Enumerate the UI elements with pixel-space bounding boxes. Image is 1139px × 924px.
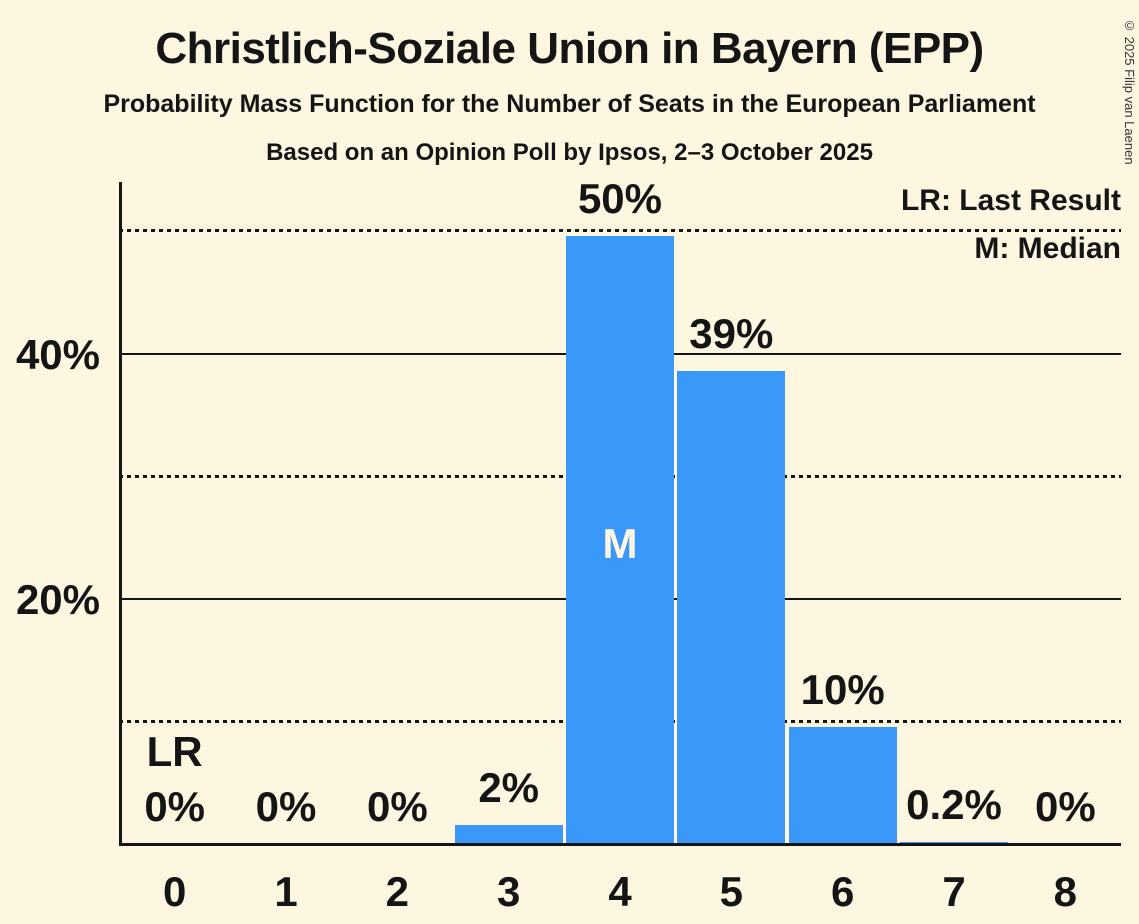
bar-value-label-seat-8: 0% — [1034, 783, 1096, 830]
bar-value-label-seat-1: 0% — [255, 783, 317, 830]
x-axis-line — [119, 843, 1121, 846]
plot-area: 0% LR 0% 0% 2% 50% M 39% 10% 0.2% 0% — [119, 175, 1121, 846]
poll-info: Based on an Opinion Poll by Ipsos, 2–3 O… — [266, 139, 873, 166]
median-marker: M — [602, 520, 638, 567]
bar-seat-5 — [677, 371, 786, 844]
bar-slot-seat-1: 0% — [230, 182, 341, 846]
bar-seat-4 — [565, 236, 675, 844]
last-result-marker: LR — [146, 728, 203, 775]
chart-subtitle: Probability Mass Function for the Number… — [103, 90, 1036, 118]
y-tick-label-20: 20% — [15, 576, 100, 624]
legend-last-result: LR: Last Result — [900, 184, 1121, 217]
chart-title: Christlich-Soziale Union in Bayern (EPP) — [155, 24, 984, 73]
bar-slot-seat-6: 10% — [787, 182, 898, 846]
x-tick-label-1: 1 — [274, 868, 298, 915]
bar-slot-seat-4: 50% M — [564, 175, 675, 846]
bar-value-label-seat-2: 0% — [366, 783, 428, 830]
bar-seat-6 — [788, 727, 897, 844]
bar-value-label-seat-4: 50% — [577, 175, 663, 222]
x-tick-label-7: 7 — [942, 868, 966, 915]
bar-slot-seat-7: 0.2% — [898, 182, 1009, 846]
bar-value-label-seat-3: 2% — [478, 764, 540, 812]
x-axis-labels: 0 1 2 3 4 5 6 7 8 — [119, 866, 1121, 918]
x-tick-label-4: 4 — [608, 868, 632, 915]
bar-value-label-seat-5: 39% — [689, 310, 774, 358]
bar-slot-seat-5: 39% — [676, 182, 787, 846]
x-tick-label-0: 0 — [162, 868, 187, 915]
bar-slot-seat-8: 0% — [1010, 182, 1121, 846]
x-tick-label-5: 5 — [719, 868, 743, 915]
y-axis-labels: 20% 40% — [0, 182, 100, 846]
x-tick-label-3: 3 — [496, 868, 521, 915]
copyright-notice: © 2025 Filip van Laenen — [1122, 18, 1137, 165]
bar-slot-seat-2: 0% — [342, 182, 453, 846]
gridline-dotted-50pct — [119, 229, 1121, 232]
x-tick-label-8: 8 — [1053, 868, 1077, 915]
bar-slot-seat-0: 0% LR — [119, 182, 230, 846]
legend-median: M: Median — [974, 232, 1121, 265]
y-tick-label-40: 40% — [15, 330, 100, 378]
bar-value-label-seat-6: 10% — [800, 666, 885, 714]
x-tick-label-6: 6 — [830, 868, 855, 915]
y-axis-line — [119, 182, 122, 846]
x-tick-label-2: 2 — [385, 868, 409, 915]
bar-value-label-seat-0: 0% — [144, 783, 206, 830]
bar-slot-seat-3: 2% — [453, 182, 564, 846]
bar-value-label-seat-7: 0.2% — [906, 781, 1002, 828]
bar-seat-3 — [454, 825, 563, 844]
